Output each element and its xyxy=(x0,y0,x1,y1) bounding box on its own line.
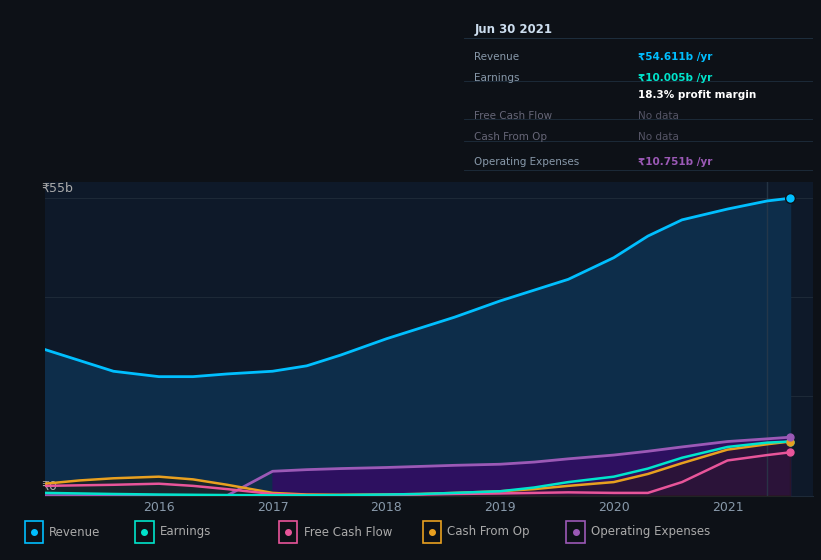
Text: Cash From Op: Cash From Op xyxy=(447,525,530,539)
Text: ₹10.005b /yr: ₹10.005b /yr xyxy=(639,73,713,83)
Text: Jun 30 2021: Jun 30 2021 xyxy=(475,23,553,36)
Text: ₹55b: ₹55b xyxy=(41,182,73,195)
Text: Revenue: Revenue xyxy=(475,52,520,62)
Text: 18.3% profit margin: 18.3% profit margin xyxy=(639,90,757,100)
Text: Operating Expenses: Operating Expenses xyxy=(475,157,580,167)
Text: Free Cash Flow: Free Cash Flow xyxy=(475,111,553,121)
Text: Earnings: Earnings xyxy=(160,525,212,539)
Text: Revenue: Revenue xyxy=(49,525,101,539)
Text: Operating Expenses: Operating Expenses xyxy=(591,525,710,539)
Text: ₹0: ₹0 xyxy=(41,479,57,492)
Text: ₹54.611b /yr: ₹54.611b /yr xyxy=(639,52,713,62)
Text: No data: No data xyxy=(639,132,679,142)
Text: Cash From Op: Cash From Op xyxy=(475,132,548,142)
Text: Earnings: Earnings xyxy=(475,73,520,83)
Text: No data: No data xyxy=(639,111,679,121)
Text: Free Cash Flow: Free Cash Flow xyxy=(304,525,392,539)
Text: ₹10.751b /yr: ₹10.751b /yr xyxy=(639,157,713,167)
